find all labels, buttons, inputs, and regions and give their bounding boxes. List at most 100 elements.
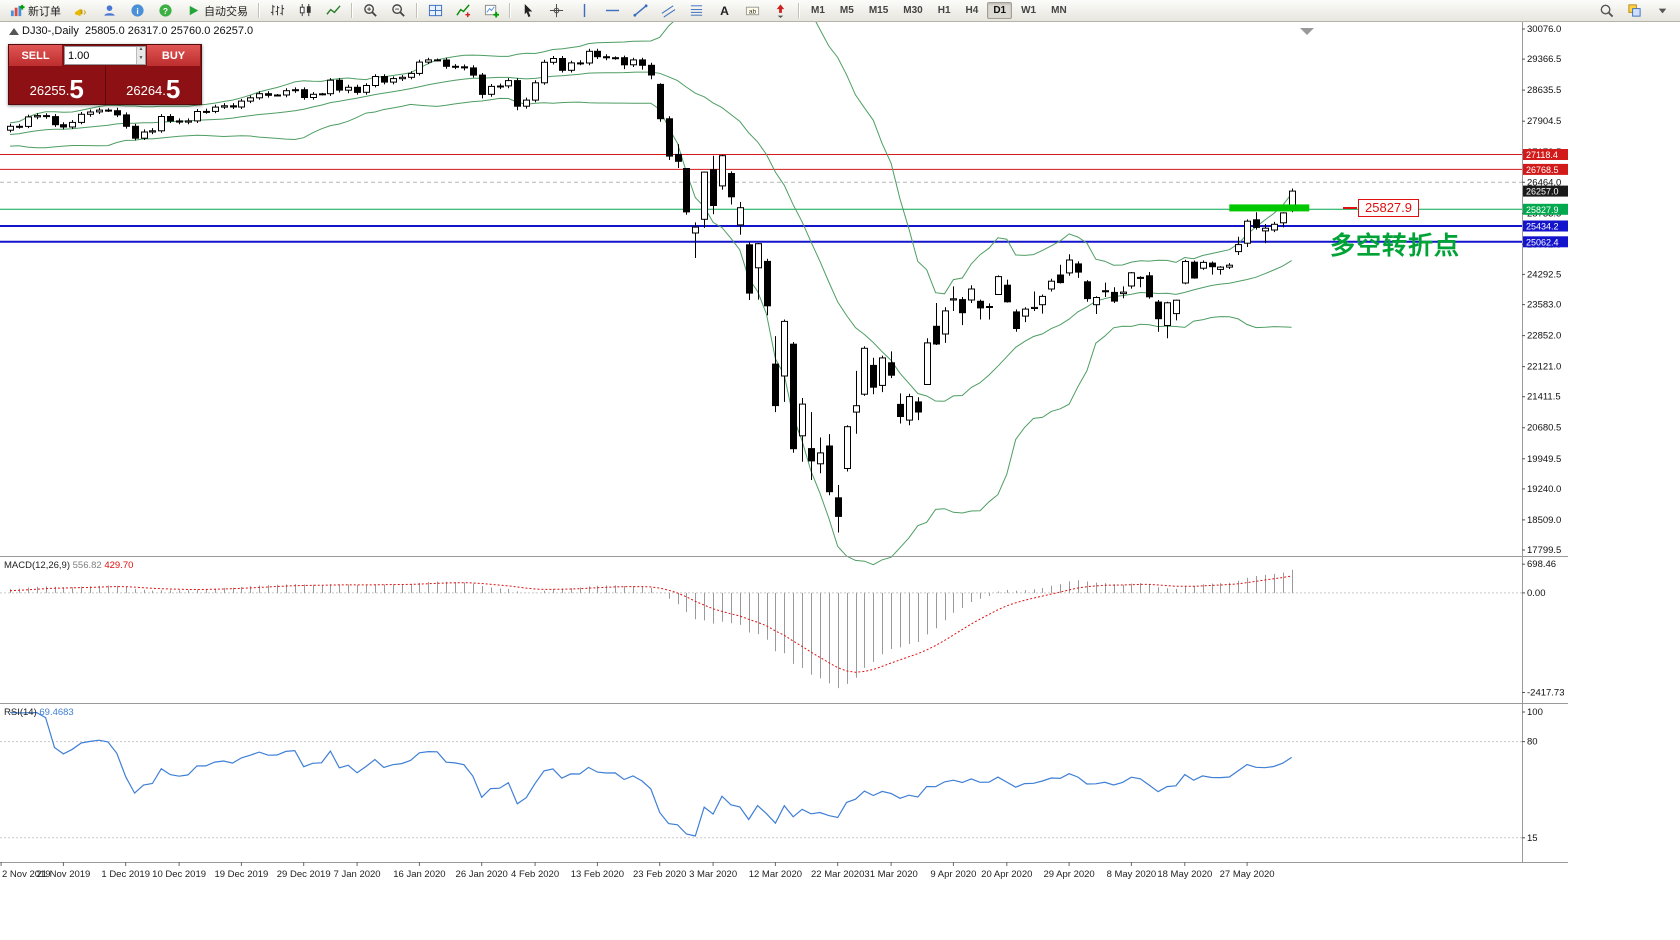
tile-windows-button[interactable] <box>422 0 449 21</box>
volume-input[interactable] <box>65 47 137 64</box>
buy-price[interactable]: 26264. 5 <box>106 66 202 104</box>
more-button[interactable] <box>1649 0 1676 21</box>
candle-body <box>995 276 1002 296</box>
label-icon: ab <box>745 6 760 15</box>
candle-body <box>568 62 575 71</box>
trend-icon <box>633 4 648 17</box>
cursor-button[interactable] <box>515 0 542 21</box>
macd-panel[interactable]: MACD(12,26,9) 556.82 429.70 698.46 0.00 -24… <box>0 559 1565 699</box>
macd-signal-line <box>9 575 1292 673</box>
candle-body <box>1004 284 1011 303</box>
search-button[interactable] <box>1593 0 1620 21</box>
candle-body <box>256 93 263 99</box>
fibonacci-button[interactable] <box>683 0 710 21</box>
timeframe-w1[interactable]: W1 <box>1021 5 1037 16</box>
zoom-out-button[interactable] <box>385 0 412 21</box>
candle-body <box>755 243 762 269</box>
candle-body <box>363 85 370 93</box>
candle-body <box>799 403 806 437</box>
line-chart-button[interactable] <box>320 0 347 21</box>
time-tick-label: 1 Dec 2019 <box>101 869 150 880</box>
timeframe-h4[interactable]: H4 <box>965 5 979 16</box>
candle-body <box>470 67 477 76</box>
candle-body <box>1280 212 1287 224</box>
candle-body <box>541 61 548 84</box>
rsi-panel[interactable]: RSI(14) 69.4683 100 80 15 <box>0 707 1543 844</box>
line-icon <box>326 5 341 15</box>
candle-body <box>772 363 779 407</box>
candle-body <box>1093 297 1100 306</box>
candle-body <box>586 50 593 64</box>
timeframe-h1[interactable]: H1 <box>937 5 951 16</box>
price-tick-label: 28635.5 <box>1527 85 1561 96</box>
candlestick-chart-button[interactable] <box>292 0 319 21</box>
help-icon[interactable]: ? <box>152 0 179 21</box>
price-tag-label: 26257.0 <box>1526 187 1559 197</box>
arrows-button[interactable] <box>767 0 794 21</box>
channel-button[interactable] <box>655 0 682 21</box>
candle-body <box>43 115 50 118</box>
time-tick-label: 31 Mar 2020 <box>864 869 917 880</box>
timeframe-d1[interactable]: D1 <box>987 2 1013 19</box>
timeframe-m30[interactable]: M30 <box>903 5 923 16</box>
turning-point-annotation[interactable]: 多空转折点 <box>1330 232 1461 260</box>
crosshair-button[interactable] <box>543 0 570 21</box>
price-tag <box>1523 236 1568 248</box>
horizontal-line-button[interactable] <box>599 0 626 21</box>
price-annotation-label[interactable]: 25827.9 <box>1358 199 1419 217</box>
timeframe-m15[interactable]: M15 <box>868 5 889 16</box>
chart-title: DJ30-,Daily 25805.0 26317.0 25760.0 2625… <box>22 25 254 37</box>
candle-body <box>1102 290 1109 293</box>
candle-body <box>959 299 966 314</box>
candle-body <box>1182 261 1189 284</box>
chart-canvas[interactable]: 30076.029366.528635.527904.527173.526464… <box>0 22 1680 940</box>
info-icon[interactable]: i <box>124 0 151 21</box>
timeframe-m5[interactable]: M5 <box>839 5 854 16</box>
timeframe-m1[interactable]: M1 <box>811 5 825 16</box>
bar-chart-button[interactable] <box>264 0 291 21</box>
chart-shift-icon[interactable] <box>1300 28 1314 35</box>
price-tick-label: 19949.5 <box>1527 454 1561 465</box>
alert-icon[interactable] <box>68 0 95 21</box>
candle-body <box>710 169 717 206</box>
candle-body <box>737 207 744 226</box>
sell-price[interactable]: 26255. 5 <box>9 66 105 104</box>
price-tag-label: 25434.2 <box>1526 222 1559 232</box>
profile-icon[interactable] <box>96 0 123 21</box>
volume-decrease-button[interactable]: ▼ <box>136 55 145 64</box>
candle-body <box>1137 276 1144 279</box>
candle-body <box>577 62 584 65</box>
candle-body <box>230 105 237 108</box>
zoom-in-button[interactable] <box>357 0 384 21</box>
user-icon <box>104 5 115 16</box>
trendline-button[interactable] <box>627 0 654 21</box>
time-tick-label: 16 Jan 2020 <box>393 869 445 880</box>
candle-body <box>950 298 957 301</box>
support-highlight-bar[interactable] <box>1229 204 1310 212</box>
bollinger-lower <box>9 97 1292 566</box>
autotrading-button[interactable]: 自动交易 <box>180 0 254 21</box>
new-chart-button[interactable] <box>478 0 505 21</box>
timeframe-mn[interactable]: MN <box>1051 5 1067 16</box>
toolbar-separator <box>798 3 800 18</box>
rsi-scale-label: 15 <box>1527 833 1538 844</box>
candle-body <box>719 155 726 187</box>
buy-button[interactable]: BUY <box>147 45 201 66</box>
new-order-button[interactable]: 新订单 <box>4 0 67 21</box>
sell-button[interactable]: SELL <box>9 45 63 66</box>
candle-body <box>675 153 682 162</box>
svg-text:i: i <box>136 6 138 16</box>
caret-icon <box>1658 8 1667 14</box>
text-label-button[interactable]: ab <box>739 0 766 21</box>
windows-list-button[interactable] <box>1621 0 1648 21</box>
vertical-line-button[interactable] <box>571 0 598 21</box>
svg-text:?: ? <box>163 6 168 16</box>
text-button[interactable]: A <box>711 0 738 21</box>
time-tick-label: 8 May 2020 <box>1107 869 1157 880</box>
price-axis[interactable]: 30076.029366.528635.527904.527173.526464… <box>1522 24 1561 556</box>
indicators-button[interactable] <box>450 0 477 21</box>
one-click-collapse-icon[interactable] <box>9 28 19 35</box>
volume-increase-button[interactable]: ▲ <box>136 47 145 56</box>
candle-body <box>1244 220 1251 244</box>
